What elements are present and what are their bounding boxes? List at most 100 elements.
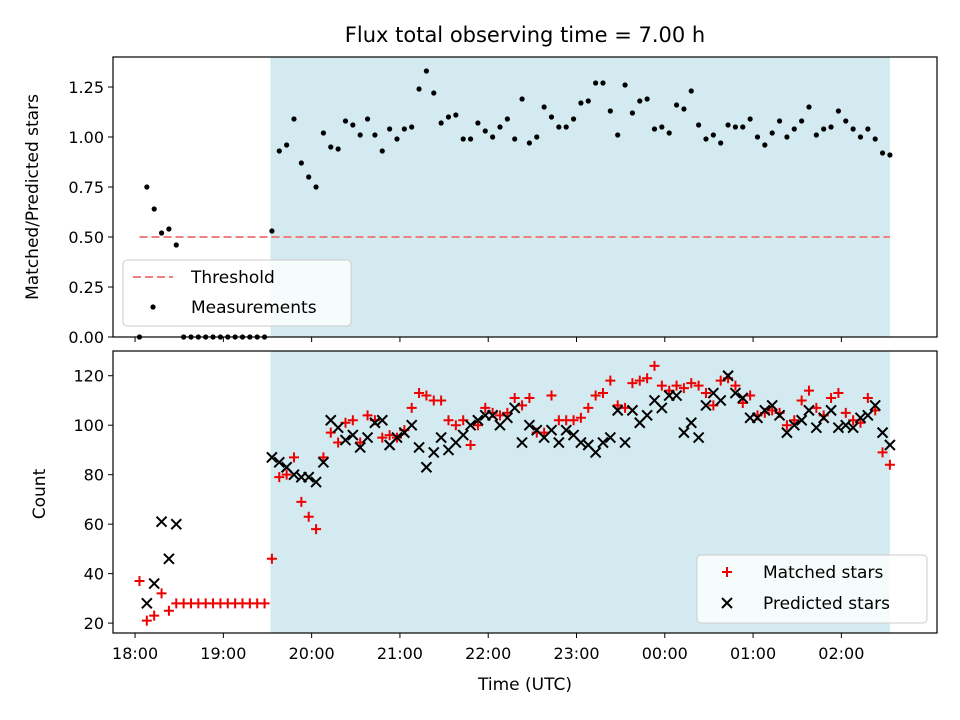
matched-star-point [443,415,454,426]
measurement-point [328,144,334,150]
matched-star-point [781,420,792,431]
measurement-point [401,126,407,132]
measurement-point [306,174,312,180]
matched-star-point [833,388,844,399]
matched-star-point [656,380,667,391]
measurement-point [269,228,275,234]
measurement-point [593,80,599,86]
predicted-star-point [825,404,837,417]
measurement-point [791,126,797,132]
predicted-star-point [545,424,558,436]
y-tick-label: 0.00 [68,328,104,347]
predicted-star-point [626,404,639,417]
matched-star-point [546,390,557,401]
y-tick-label: 1.00 [68,128,104,147]
predicted-star-point [656,402,668,414]
predicted-star-point [869,399,881,412]
measurement-point [548,114,555,120]
measurement-point [688,88,694,94]
measurement-point [622,82,628,88]
predicted-star-point [773,409,786,422]
measurement-point [732,124,739,130]
top-axes-frame [112,56,938,338]
matched-star-point [288,452,299,463]
top-y-ticks: 0.00 0.25 0.50 0.75 1.00 1.25 [68,78,113,347]
measurement-point [519,96,525,102]
predicted-star-point [391,431,403,444]
legend-predicted-label: Predicted stars [763,594,890,614]
matched-star-point [737,397,748,408]
measurement-point [409,124,415,130]
matched-star-point [678,383,689,394]
measurement-point [666,130,672,136]
predicted-star-point [361,431,374,444]
predicted-star-point [692,431,705,444]
matched-star-point [524,393,535,403]
bottom-x-ticks: 18:00 19:00 20:00 21:00 22:00 23:00 00:00 01:00… [112,633,864,663]
measurement-point [784,134,790,140]
matched-star-point [803,385,814,396]
measurement-point [298,160,304,166]
measurement-point [651,126,658,132]
predicted-star-point [862,409,874,422]
matched-star-point [450,420,461,431]
measurement-point [364,116,371,122]
measurement-point [821,126,827,132]
measurement-point [151,206,157,212]
x-axis-label: Time (UTC) [477,675,572,695]
matched-star-point [745,390,756,401]
measurement-point [740,124,746,130]
measurement-point [416,86,422,92]
predicted-star-point [501,412,514,424]
matched-star-point [671,380,682,391]
measurement-point [276,148,282,154]
top-y-axis-label: Matched/Predicted stars [23,94,43,300]
bottom-y-axis-label: Count [30,468,50,519]
predicted-star-point [347,429,359,441]
measurement-point [467,136,474,142]
predicted-star-point [486,409,499,422]
measurement-point [681,106,687,112]
predicted-star-point [266,451,278,464]
predicted-star-point [273,456,285,469]
matched-star-point [789,415,800,426]
measurement-point [453,112,459,118]
x-tick-label: 18:00 [112,644,158,663]
matched-star-point [436,395,447,406]
measurement-point [887,152,893,158]
measurement-point [460,136,466,142]
matched-star-point [686,378,697,389]
predicted-star-point [722,370,734,382]
y-tick-label: 40 [84,565,104,584]
x-tick-label: 00:00 [642,644,688,663]
measurement-point [173,242,179,248]
predicted-star-point [700,399,712,412]
matched-star-point [318,452,329,463]
measurement-point [144,184,150,190]
measurement-point [637,98,643,104]
measurement-point [490,134,496,140]
matched-star-point [266,553,277,564]
measurement-point [850,126,856,132]
x-tick-label: 21:00 [377,644,423,663]
measurement-point [350,122,356,128]
matched-star-point [347,415,358,426]
predicted-star-point [641,409,653,422]
matched-star-point [634,375,645,386]
measurement-point [806,104,812,110]
measurement-point [865,126,871,132]
predicted-star-point [803,404,815,417]
matched-star-point [862,393,873,403]
measurement-point [497,124,503,130]
predicted-star-point [589,446,602,459]
measurement-point [696,122,702,128]
measurement-point [431,90,437,96]
measurement-point [835,108,842,114]
predicted-star-point [516,436,528,449]
matched-star-point [472,420,483,431]
predicted-star-point [854,412,867,424]
matched-star-point [311,524,322,535]
predicted-star-point [795,414,808,426]
x-tick-label: 22:00 [465,644,511,663]
matched-star-point [796,395,807,406]
